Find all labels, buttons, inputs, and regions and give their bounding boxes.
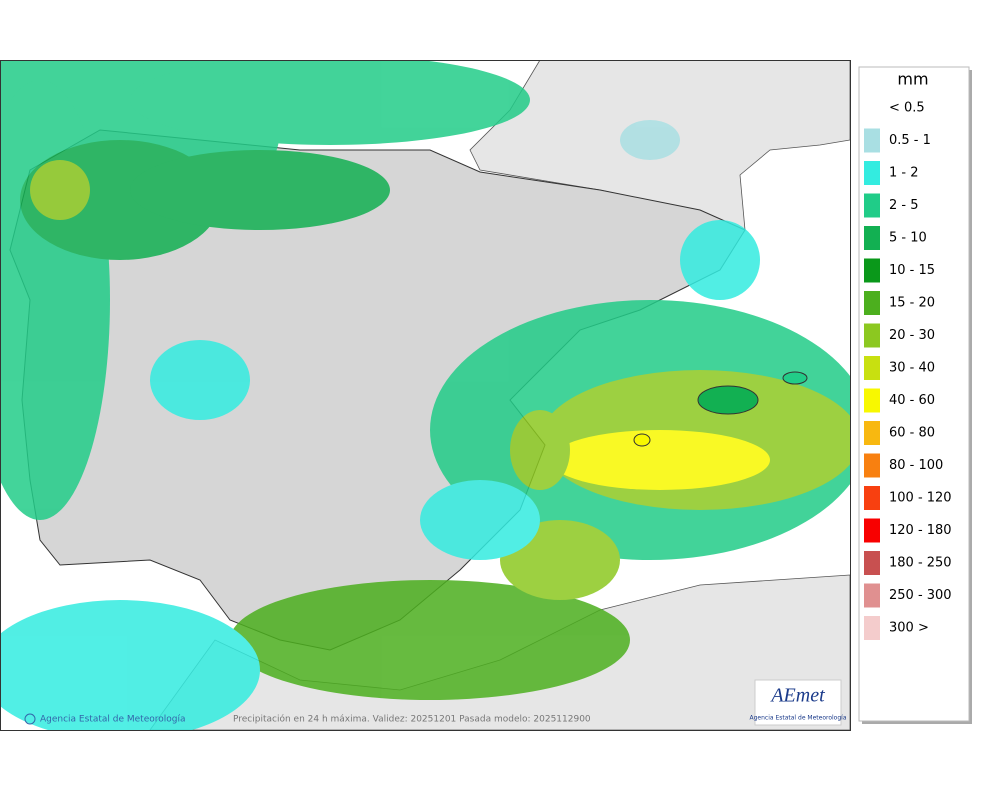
legend-items: < 0.5 0.5 - 1 1 - 2 2 - 5 5 - 10 10 - 15 15 - … bbox=[864, 101, 952, 640]
legend-label: 2 - 5 bbox=[889, 198, 919, 213]
legend-label: 0.5 - 1 bbox=[889, 133, 931, 148]
legend-swatch bbox=[864, 518, 880, 543]
map-frame bbox=[0, 60, 851, 731]
legend-label: 15 - 20 bbox=[889, 296, 935, 311]
legend-label: 60 - 80 bbox=[889, 426, 935, 441]
legend-swatch bbox=[864, 258, 880, 283]
legend-label: 250 - 300 bbox=[889, 588, 952, 603]
legend-swatch bbox=[864, 583, 880, 608]
legend-label: 30 - 40 bbox=[889, 361, 935, 376]
legend-swatch bbox=[864, 486, 880, 510]
ibiza bbox=[633, 433, 651, 447]
logo-box bbox=[754, 679, 842, 726]
legend-swatch bbox=[864, 323, 880, 348]
caption: Precipitación en 24 h máxima. Validez: 2… bbox=[233, 714, 591, 725]
menorca bbox=[782, 371, 808, 385]
legend-swatch bbox=[864, 356, 880, 380]
map bbox=[0, 60, 850, 730]
legend-label: 120 - 180 bbox=[889, 523, 952, 538]
legend-swatch bbox=[864, 291, 880, 315]
logo: AEmet bbox=[769, 685, 825, 707]
legend-label: 10 - 15 bbox=[889, 263, 935, 278]
legend-label: 40 - 60 bbox=[889, 393, 935, 408]
mallorca bbox=[697, 385, 759, 415]
legend-swatch bbox=[864, 193, 880, 218]
legend-label: 1 - 2 bbox=[889, 166, 919, 181]
legend-label: 80 - 100 bbox=[889, 458, 943, 473]
legend-label: < 0.5 bbox=[889, 101, 925, 116]
copyright: Agencia Estatal de Meteorología bbox=[40, 715, 186, 725]
legend-swatch bbox=[864, 616, 880, 640]
legend-swatch bbox=[864, 161, 880, 185]
legend-label: 180 - 250 bbox=[889, 556, 952, 571]
legend-swatch bbox=[864, 388, 880, 413]
legend-swatch bbox=[864, 226, 880, 250]
legend-label: 20 - 30 bbox=[889, 328, 935, 343]
legend-swatch bbox=[864, 421, 880, 445]
legend-label: 100 - 120 bbox=[889, 491, 952, 506]
copyright-icon bbox=[24, 713, 36, 725]
legend-title: mm bbox=[897, 70, 928, 89]
legend-swatch bbox=[864, 551, 880, 575]
legend-swatch bbox=[864, 453, 880, 478]
legend-label: 5 - 10 bbox=[889, 231, 927, 246]
legend-swatch bbox=[864, 128, 880, 153]
precip-overlay bbox=[0, 60, 850, 730]
logo-subtitle: Agencia Estatal de Meteorología bbox=[750, 715, 847, 722]
legend-label: 300 > bbox=[889, 621, 929, 636]
